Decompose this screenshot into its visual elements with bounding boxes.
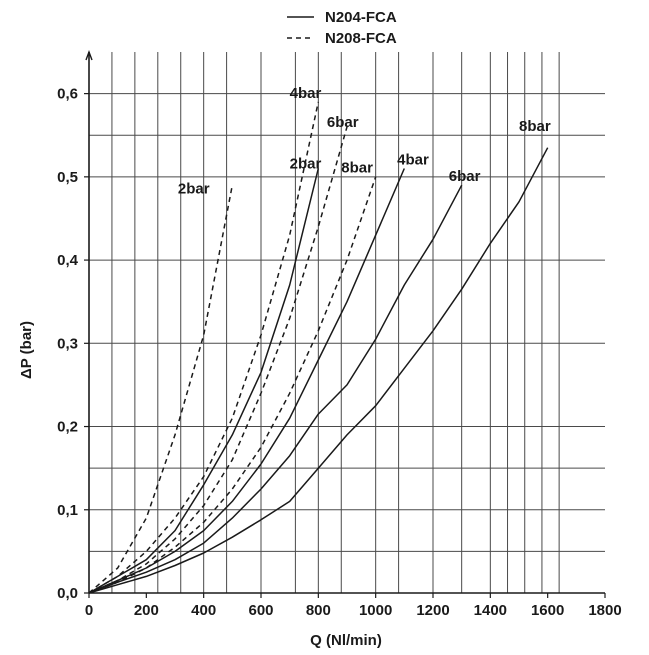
curve-label: 6bar	[449, 168, 481, 185]
curve-label: 2bar	[290, 156, 322, 173]
y-tick-labels: 0,0 0,1 0,2 0,3 0,4 0,5 0,6	[57, 86, 79, 602]
y-tick-label: 0,3	[57, 335, 78, 352]
x-tick-label: 200	[134, 602, 159, 619]
y-tick-label: 0,4	[57, 252, 79, 269]
x-tick-label: 1000	[359, 602, 392, 619]
legend-label-n208: N208-FCA	[325, 30, 397, 47]
x-tick-label: 600	[248, 602, 273, 619]
series-n208-fca-8bar	[88, 176, 377, 594]
x-tick-label: 0	[85, 602, 93, 619]
curve-label: 6bar	[327, 114, 359, 131]
x-tick-labels: 0 200 400 600 800 1000 1200 1400 1600 1800	[85, 602, 622, 619]
x-tick-label: 1600	[531, 602, 564, 619]
y-tick-label: 0,0	[57, 585, 78, 602]
legend: N204-FCA N208-FCA	[287, 9, 397, 47]
x-tick-label: 1800	[588, 602, 621, 619]
series-n208-fca-4bar	[88, 101, 320, 594]
legend-label-n204: N204-FCA	[325, 9, 397, 26]
curve-label: 4bar	[397, 151, 429, 168]
curve-label: 2bar	[178, 180, 210, 197]
series-n204-fca-2bar	[88, 168, 320, 594]
x-axis-title: Q (Nl/min)	[310, 632, 382, 649]
curve-labels: 4bar 6bar 2bar 8bar 4bar 6bar 8bar 2bar	[178, 85, 551, 198]
series-n204-fca-8bar	[88, 147, 549, 594]
series-group	[88, 101, 549, 594]
y-axis-title: ΔP (bar)	[18, 321, 35, 379]
y-axis-arrow	[85, 50, 93, 61]
curve-label: 8bar	[341, 160, 373, 177]
series-n204-fca-6bar	[88, 184, 463, 594]
curve-label: 8bar	[519, 118, 551, 135]
y-tick-label: 0,6	[57, 86, 78, 103]
x-tick-label: 400	[191, 602, 216, 619]
x-tick-label: 1200	[416, 602, 449, 619]
series-n208-fca-2bar	[88, 185, 234, 594]
curve-label: 4bar	[290, 85, 322, 102]
y-tick-label: 0,2	[57, 419, 78, 436]
x-tick-label: 1400	[474, 602, 507, 619]
series-n208-fca-6bar	[88, 126, 348, 594]
x-tick-label: 800	[306, 602, 331, 619]
series-n204-fca-4bar	[88, 168, 405, 594]
y-tick-label: 0,1	[57, 502, 78, 519]
y-tick-label: 0,5	[57, 169, 78, 186]
axes	[84, 50, 606, 598]
